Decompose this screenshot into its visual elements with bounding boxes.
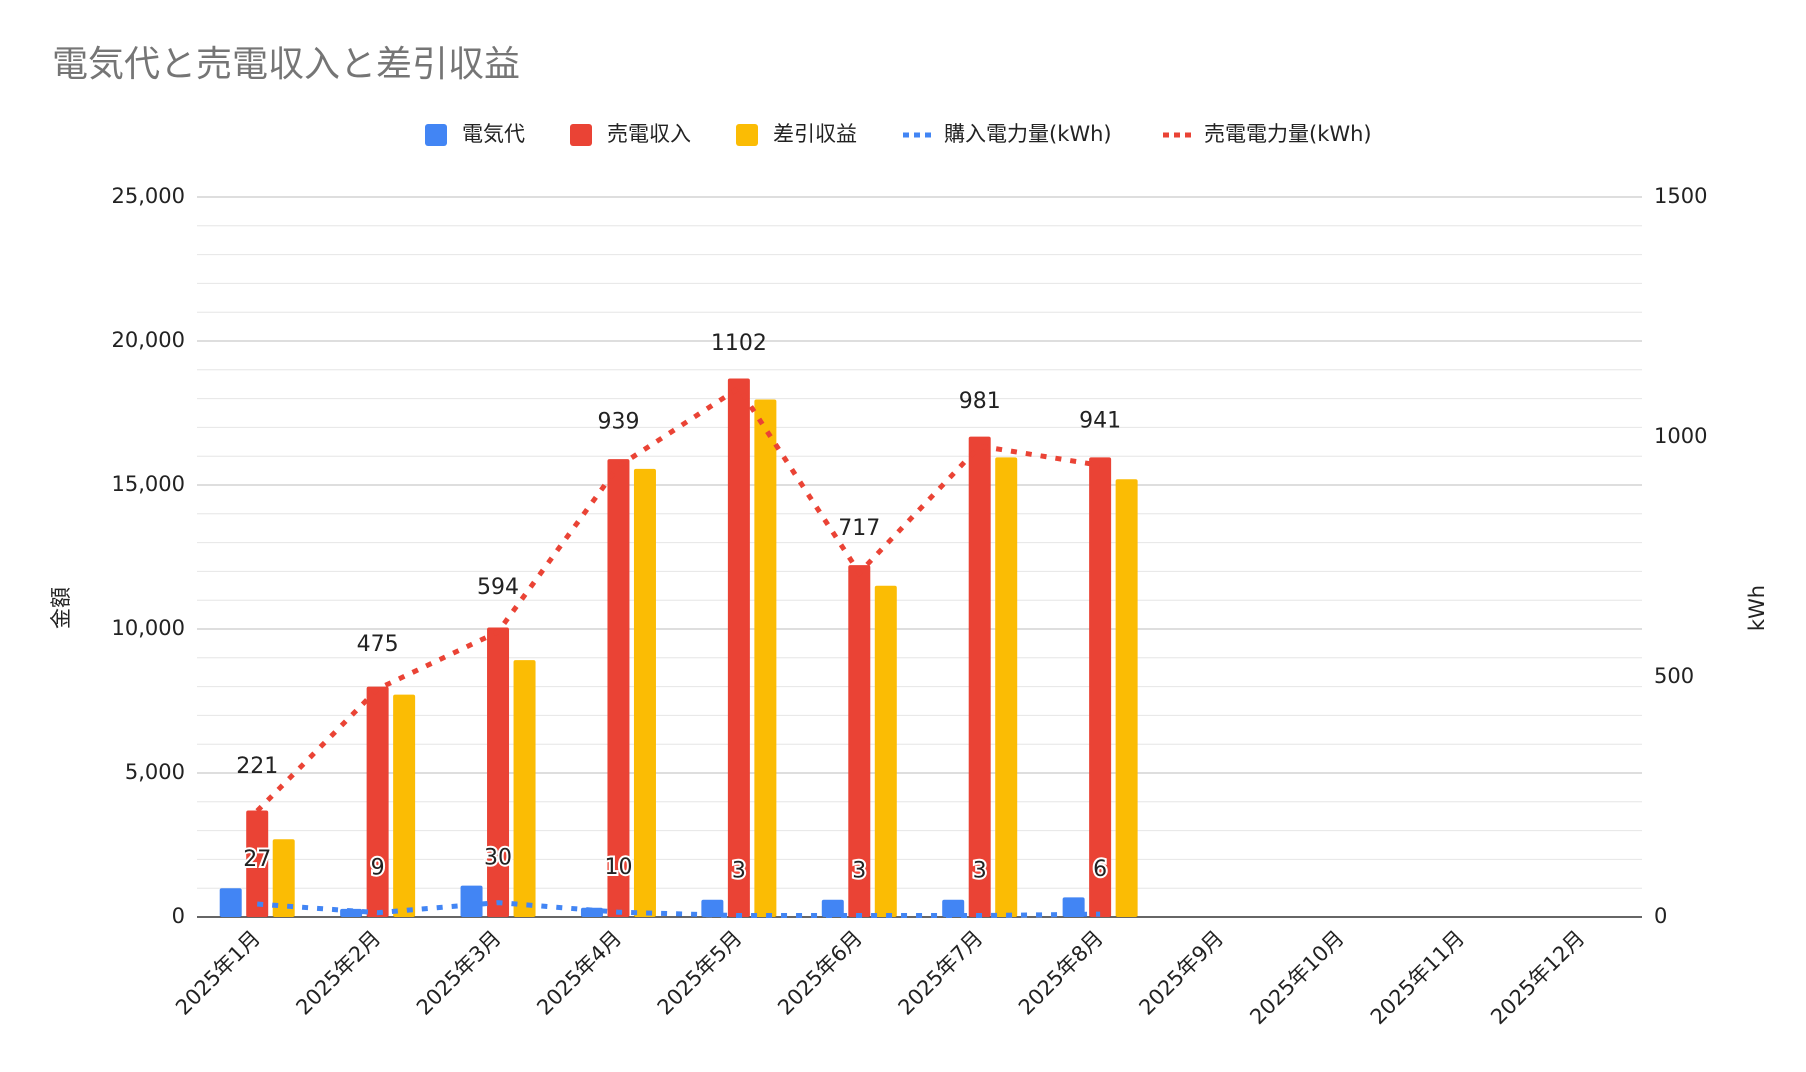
bar: [219, 888, 242, 917]
bar: [995, 457, 1018, 917]
x-tick-label: 2025年7月: [894, 926, 988, 1020]
x-tick-label: 2025年4月: [532, 926, 626, 1020]
bar: [607, 459, 630, 917]
legend-swatch: [736, 124, 758, 146]
data-label: 941: [1079, 408, 1121, 433]
data-label: 3: [973, 859, 987, 884]
bar: [246, 810, 269, 917]
legend-label: 売電電力量(kWh): [1204, 122, 1372, 146]
line: [257, 900, 1101, 919]
data-label: 6: [1093, 857, 1107, 882]
data-label: 10: [604, 855, 632, 880]
data-label: 594: [477, 575, 519, 600]
data-label: 981: [959, 389, 1001, 414]
data-label: 475: [357, 632, 399, 657]
bar: [701, 899, 724, 917]
data-label: 9: [371, 856, 385, 881]
x-tick-label: 2025年10月: [1245, 926, 1348, 1029]
legend-swatch: [570, 124, 592, 146]
data-label: 30: [484, 846, 512, 871]
data-label: 3: [852, 859, 866, 884]
x-tick-label: 2025年3月: [412, 926, 506, 1020]
legend-swatch: [425, 124, 447, 146]
bar: [874, 585, 897, 917]
legend-label: 売電収入: [607, 122, 691, 146]
data-label: 1102: [711, 331, 767, 356]
chart-title: 電気代と売電収入と差引収益: [52, 44, 520, 85]
x-tick-label: 2025年11月: [1366, 926, 1469, 1029]
legend-label: 差引収益: [773, 122, 857, 146]
bar: [272, 839, 295, 917]
bar: [460, 885, 483, 917]
data-label: 939: [597, 409, 639, 434]
y2-tick-label: 1000: [1654, 424, 1707, 448]
x-tick-label: 2025年9月: [1134, 926, 1228, 1020]
data-label: 3: [732, 859, 746, 884]
bar: [513, 660, 536, 917]
data-label: 27: [243, 847, 271, 872]
bar: [942, 899, 965, 917]
y2-tick-label: 500: [1654, 664, 1694, 688]
y-axis-title: 金額: [49, 587, 73, 629]
bar: [754, 399, 777, 917]
y-tick-label: 0: [172, 904, 185, 928]
data-label: 221: [236, 754, 278, 779]
bar: [821, 899, 844, 917]
x-tick-label: 2025年5月: [653, 926, 747, 1020]
bar: [1089, 457, 1112, 917]
x-tick-label: 2025年6月: [773, 926, 867, 1020]
bar: [366, 686, 389, 917]
y-tick-label: 5,000: [125, 760, 185, 784]
data-label: 717: [838, 516, 880, 541]
bar: [633, 468, 656, 917]
bar: [848, 565, 871, 917]
legend-label: 電気代: [462, 122, 525, 146]
legend-label: 購入電力量(kWh): [944, 122, 1112, 146]
x-tick-label: 2025年8月: [1014, 926, 1108, 1020]
bar: [393, 694, 416, 917]
x-tick-label: 2025年12月: [1486, 926, 1589, 1029]
bar: [1115, 479, 1138, 917]
bar: [968, 436, 991, 917]
y-tick-label: 10,000: [112, 616, 185, 640]
x-tick-label: 2025年1月: [171, 926, 265, 1020]
y-tick-label: 15,000: [112, 472, 185, 496]
y2-tick-label: 1500: [1654, 184, 1707, 208]
x-tick-label: 2025年2月: [291, 926, 385, 1020]
y2-tick-label: 0: [1654, 904, 1667, 928]
bar: [487, 627, 510, 917]
bar: [727, 378, 750, 917]
y-tick-label: 25,000: [112, 184, 185, 208]
y2-axis-title: kWh: [1745, 585, 1769, 631]
y-tick-label: 20,000: [112, 328, 185, 352]
